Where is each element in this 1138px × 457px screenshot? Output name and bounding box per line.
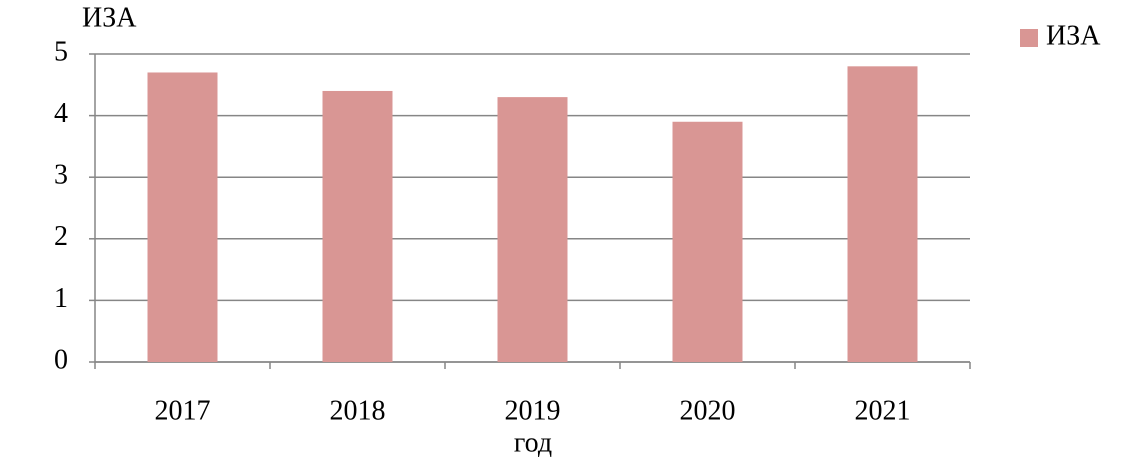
x-tick-label: 2018: [330, 395, 386, 426]
x-axis-label: год: [514, 427, 552, 457]
bar: [147, 72, 218, 362]
x-tick-label: 2019: [505, 395, 561, 426]
bar: [847, 66, 918, 362]
x-tick-label: 2020: [680, 395, 736, 426]
legend-swatch: [1020, 29, 1038, 47]
y-tick-label: 3: [54, 160, 68, 191]
bar: [497, 97, 568, 363]
x-tick-label: 2017: [155, 395, 211, 426]
y-tick-label: 5: [54, 36, 68, 67]
x-tick-label: 2021: [855, 395, 911, 426]
y-axis-label: ИЗА: [82, 2, 137, 33]
y-tick-label: 4: [54, 98, 68, 129]
bar: [322, 90, 393, 363]
y-tick-label: 0: [54, 344, 68, 375]
legend-label: ИЗА: [1046, 20, 1101, 51]
y-tick-label: 1: [54, 283, 68, 314]
bar: [672, 121, 743, 362]
y-tick-label: 2: [54, 221, 68, 252]
